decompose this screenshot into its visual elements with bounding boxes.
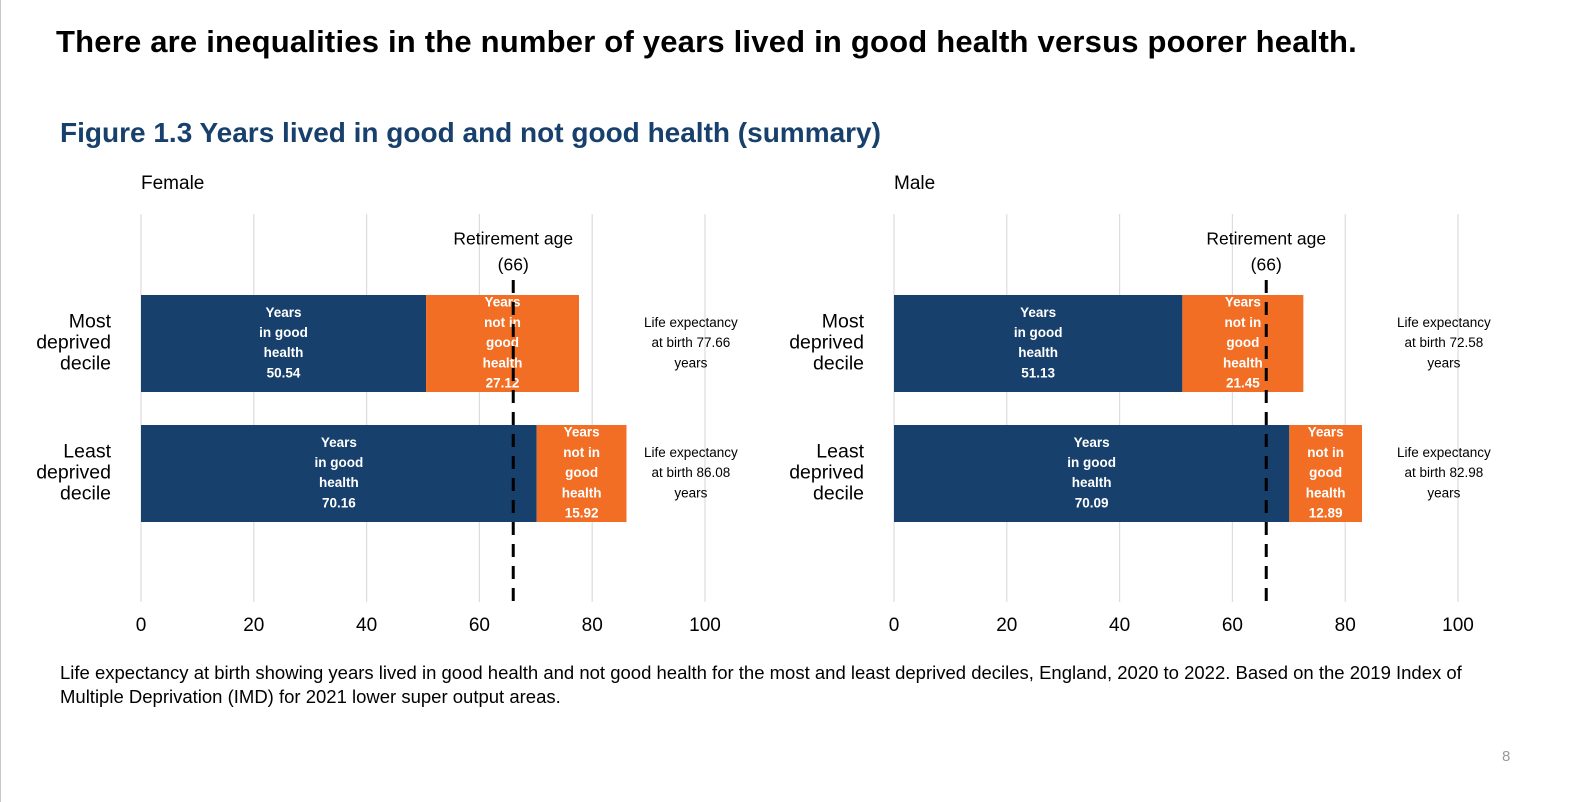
female-life-expectancy-label-0: Life expectancy at birth 77.66 years bbox=[644, 315, 738, 370]
female-bar-label-good-0: Years in good health 50.54 bbox=[259, 305, 308, 381]
male-retirement-age-value: (66) bbox=[1251, 255, 1282, 275]
male-bar-label-not-good-1: Years not in good health 12.89 bbox=[1306, 425, 1346, 521]
female-bar-good-0 bbox=[141, 295, 427, 392]
male-bar-good-1 bbox=[894, 425, 1290, 522]
female-bar-label-not-good-0: Years not in good health 27.12 bbox=[483, 295, 523, 391]
slide-headline: There are inequalities in the number of … bbox=[56, 24, 1357, 59]
figure-title: Figure 1.3 Years lived in good and not g… bbox=[60, 117, 881, 148]
male-retirement-age-label: Retirement age bbox=[1206, 229, 1326, 249]
female-bar-label-good-1: Years in good health 70.16 bbox=[314, 435, 363, 511]
female-x-tick-20: 20 bbox=[243, 615, 264, 636]
male-panel-title: Male bbox=[894, 173, 935, 194]
female-x-tick-80: 80 bbox=[582, 615, 603, 636]
male-bar-good-0 bbox=[894, 295, 1183, 392]
male-x-tick-20: 20 bbox=[996, 615, 1017, 636]
male-x-tick-40: 40 bbox=[1109, 615, 1130, 636]
male-category-label-1: Least deprived decile bbox=[789, 441, 864, 505]
female-life-expectancy-label-1: Life expectancy at birth 86.08 years bbox=[644, 445, 738, 500]
page-number: 8 bbox=[1502, 748, 1511, 765]
figure-chart-area: Female 0 20 40 60 80 100 Most deprived decile Year… bbox=[36, 173, 1491, 636]
male-bar-not-good-1 bbox=[1289, 425, 1363, 522]
female-category-label-0: Most deprived decile bbox=[36, 311, 111, 375]
male-x-tick-80: 80 bbox=[1335, 615, 1356, 636]
female-x-tick-0: 0 bbox=[136, 615, 147, 636]
female-x-tick-100: 100 bbox=[689, 615, 721, 636]
male-bar-label-good-0: Years in good health 51.13 bbox=[1014, 305, 1063, 381]
slide-left-border bbox=[0, 0, 1, 802]
male-bar-not-good-0 bbox=[1182, 295, 1304, 392]
female-x-tick-40: 40 bbox=[356, 615, 377, 636]
male-bar-label-not-good-0: Years not in good health 21.45 bbox=[1223, 295, 1263, 391]
male-life-expectancy-label-1: Life expectancy at birth 82.98 years bbox=[1397, 445, 1491, 500]
female-bar-not-good-1 bbox=[536, 425, 627, 522]
male-bar-label-good-1: Years in good health 70.09 bbox=[1067, 435, 1116, 511]
female-x-tick-60: 60 bbox=[469, 615, 490, 636]
male-x-tick-60: 60 bbox=[1222, 615, 1243, 636]
male-x-tick-100: 100 bbox=[1442, 615, 1474, 636]
female-retirement-age-value: (66) bbox=[498, 255, 529, 275]
figure-caption: Life expectancy at birth showing years l… bbox=[60, 662, 1462, 707]
male-x-tick-0: 0 bbox=[889, 615, 900, 636]
female-bar-good-1 bbox=[141, 425, 537, 522]
female-bar-label-not-good-1: Years not in good health 15.92 bbox=[562, 425, 602, 521]
female-retirement-age-label: Retirement age bbox=[453, 229, 573, 249]
male-category-label-0: Most deprived decile bbox=[789, 311, 864, 375]
female-category-label-1: Least deprived decile bbox=[36, 441, 111, 505]
female-panel-title: Female bbox=[141, 173, 204, 194]
male-life-expectancy-label-0: Life expectancy at birth 72.58 years bbox=[1397, 315, 1491, 370]
female-bar-not-good-0 bbox=[426, 295, 580, 392]
